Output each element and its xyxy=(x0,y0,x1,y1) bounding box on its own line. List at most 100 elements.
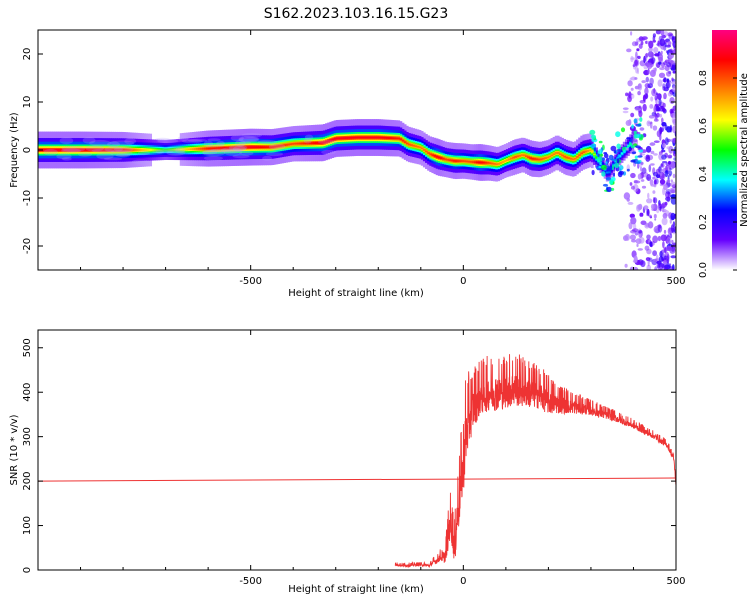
spectrogram-halo xyxy=(157,138,179,144)
spectrogram-band xyxy=(476,161,479,164)
ridge-speckle xyxy=(639,117,643,122)
x-tick-label: -500 xyxy=(239,276,262,287)
noise-speckle xyxy=(668,33,674,40)
spectrogram-band xyxy=(380,136,383,139)
ridge-speckle xyxy=(638,149,644,153)
noise-speckle xyxy=(672,64,676,69)
spectrogram-band xyxy=(364,136,368,139)
spectrogram-band xyxy=(206,147,209,150)
noise-speckle xyxy=(658,55,663,64)
spectrogram-band xyxy=(100,149,104,151)
spectrogram-halo xyxy=(232,146,246,152)
spectrogram-band xyxy=(287,143,290,146)
noise-speckle xyxy=(658,61,662,65)
ridge-speckle xyxy=(611,164,615,171)
noise-speckle xyxy=(659,113,663,118)
ridge-speckle xyxy=(598,166,602,169)
spectrogram-band xyxy=(420,147,424,150)
noise-speckle xyxy=(672,118,676,126)
spectrogram-band xyxy=(236,146,240,149)
spectrogram-band xyxy=(386,137,389,139)
noise-speckle xyxy=(666,44,671,48)
spectrogram-band xyxy=(612,164,615,166)
spectrogram-band xyxy=(153,149,157,151)
spectrogram-band xyxy=(226,147,229,149)
spectrogram-image xyxy=(38,30,676,270)
noise-speckle xyxy=(657,224,663,233)
spectrogram-band xyxy=(198,147,201,150)
noise-speckle xyxy=(630,217,637,225)
noise-speckle xyxy=(647,192,650,199)
spectrogram-band xyxy=(584,150,588,153)
noise-speckle xyxy=(659,178,666,185)
spectrogram-band xyxy=(401,139,405,142)
spectrogram-band xyxy=(44,149,47,151)
spectrogram-halo xyxy=(91,148,115,153)
noise-speckle xyxy=(659,126,663,135)
spectrogram-halo xyxy=(268,143,286,150)
noise-speckle xyxy=(668,70,672,74)
spectrogram-band xyxy=(486,162,490,164)
x-tick-label: -500 xyxy=(239,576,262,587)
noise-speckle xyxy=(635,65,638,74)
noise-speckle xyxy=(667,91,673,97)
noise-speckle xyxy=(656,260,662,265)
noise-speckle xyxy=(670,197,676,205)
spectrogram-halo xyxy=(304,134,314,141)
noise-speckle xyxy=(661,203,665,209)
spectrogram-band xyxy=(104,149,108,151)
spectrogram-band xyxy=(90,149,94,151)
noise-speckle xyxy=(672,49,676,55)
spectrogram-band xyxy=(605,171,609,174)
spectrogram-band xyxy=(427,152,430,154)
spectrogram-band xyxy=(446,158,450,161)
spectrogram-halo xyxy=(110,140,135,146)
ridge-speckle xyxy=(618,170,625,175)
spectrogram-band xyxy=(329,139,333,142)
spectrogram-band xyxy=(212,147,215,150)
spectrogram-band xyxy=(88,149,92,151)
noise-speckle xyxy=(636,204,641,212)
spectrogram-band xyxy=(565,156,569,159)
y-tick-label: 300 xyxy=(22,427,33,446)
spectrogram-band xyxy=(501,161,505,163)
noise-speckle xyxy=(650,96,654,102)
colorbar-tick-label: 0.0 xyxy=(698,262,709,278)
noise-speckle xyxy=(663,77,667,83)
spectrogram-band xyxy=(295,142,298,145)
noise-speckle xyxy=(631,185,635,190)
noise-speckle xyxy=(664,137,669,146)
noise-speckle xyxy=(671,80,676,85)
noise-speckle xyxy=(637,173,642,180)
noise-speckle xyxy=(664,39,669,44)
noise-speckle xyxy=(638,43,643,49)
spectrogram-band xyxy=(384,136,387,139)
spectrogram-band xyxy=(357,136,360,139)
snr-panel: -500 0 500 0 100 200 300 400 500 Height of strai… xyxy=(9,329,686,595)
noise-speckle xyxy=(633,180,641,184)
colorbar-label: Normalized spectral amplitude xyxy=(739,73,750,227)
spectrogram-band xyxy=(54,149,57,151)
noise-speckle xyxy=(670,181,676,188)
spectrogram-band xyxy=(546,156,549,159)
spectrogram-band xyxy=(531,157,535,160)
noise-speckle xyxy=(645,155,651,162)
noise-speckle xyxy=(649,51,655,58)
spectrogram-band xyxy=(527,156,530,159)
spectrogram-band xyxy=(482,161,486,164)
noise-speckle xyxy=(633,222,637,230)
spectrogram-band xyxy=(98,149,102,151)
spectrogram-halo xyxy=(56,153,72,160)
spectrogram-xlabel: Height of straight line (km) xyxy=(288,288,424,299)
ridge-speckle xyxy=(589,129,596,135)
noise-speckle xyxy=(663,61,668,65)
noise-speckle xyxy=(666,71,672,77)
y-tick-label: 100 xyxy=(22,516,33,535)
spectrogram-band xyxy=(173,148,177,151)
noise-speckle xyxy=(644,87,649,95)
spectrogram-band xyxy=(242,146,246,149)
spectrogram-band xyxy=(137,149,140,151)
noise-speckle xyxy=(673,226,676,231)
spectrogram-band xyxy=(179,148,183,151)
spectrogram-band xyxy=(556,152,560,154)
